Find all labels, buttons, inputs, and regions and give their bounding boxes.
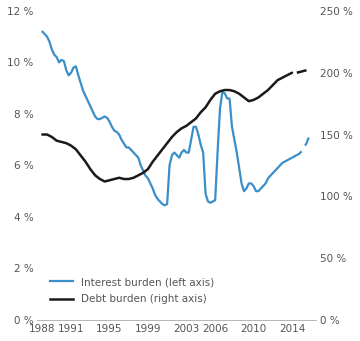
Legend: Interest burden (left axis), Debt burden (right axis): Interest burden (left axis), Debt burden… (45, 273, 218, 309)
